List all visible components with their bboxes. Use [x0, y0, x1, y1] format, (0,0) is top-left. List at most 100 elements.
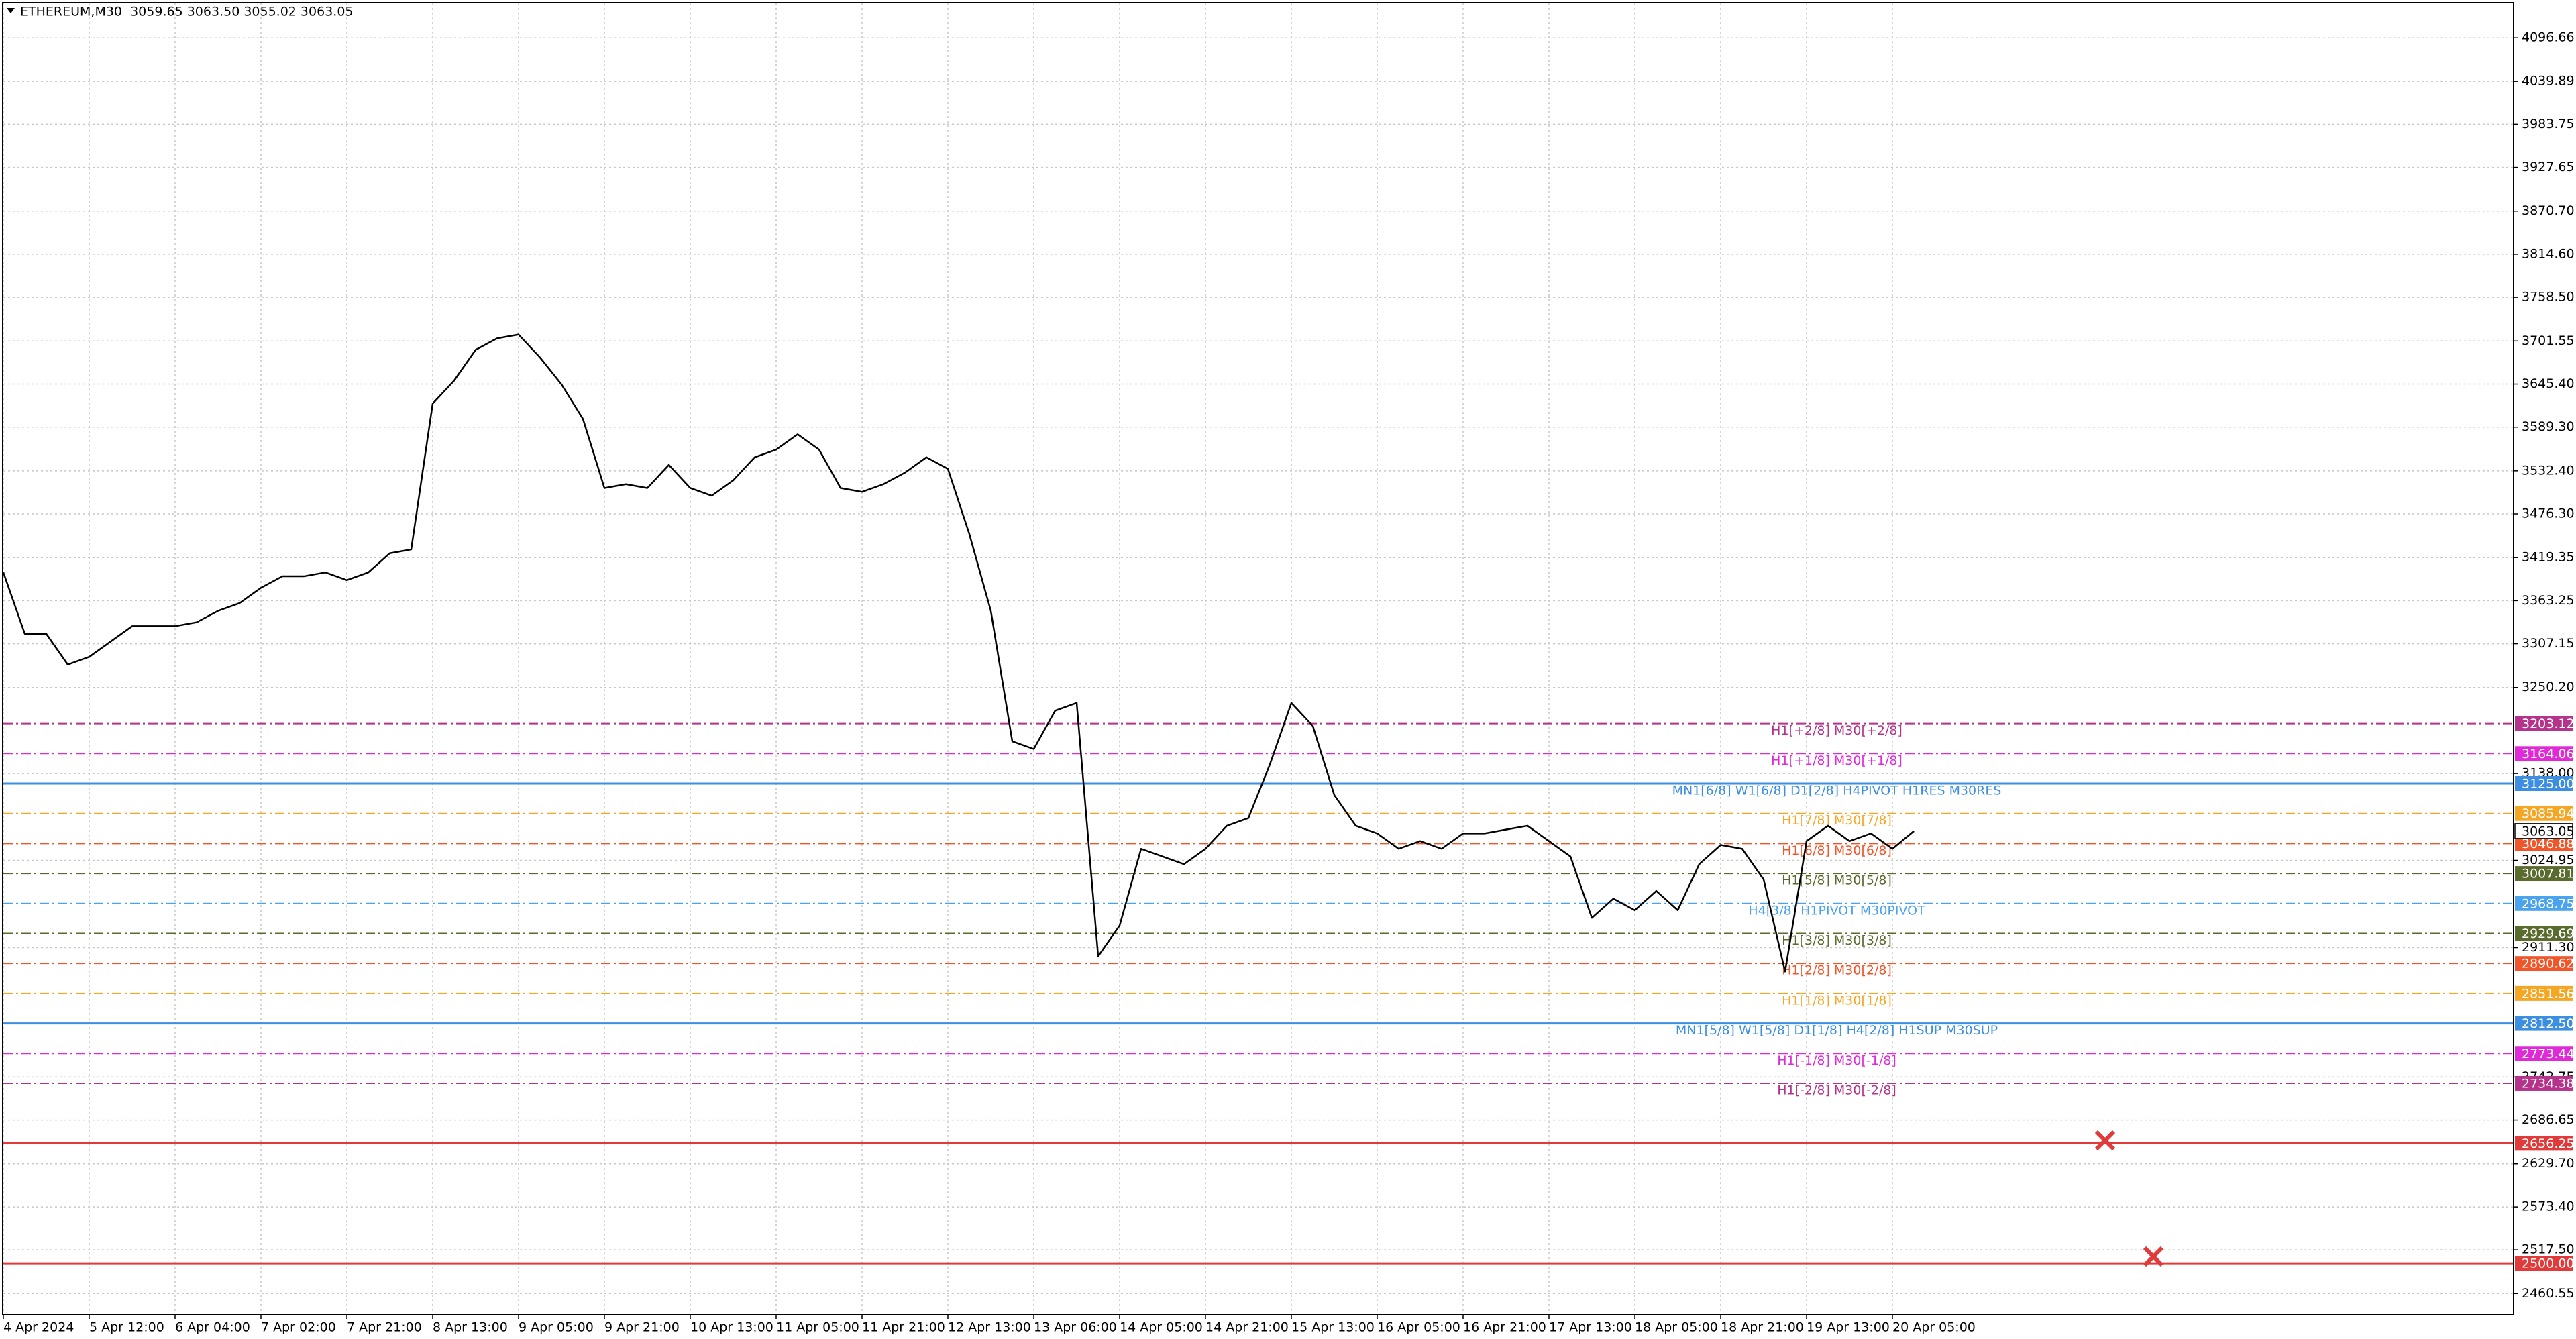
- level-price-box: [2515, 806, 2573, 821]
- y-tick-label: 2460.55: [2522, 1286, 2575, 1301]
- y-tick-label: 3250.20: [2522, 680, 2575, 694]
- y-tick-label: 4096.66: [2522, 30, 2575, 45]
- level-label: H1[+1/8] M30[+1/8]: [1771, 753, 1902, 768]
- level-price-box: [2515, 1075, 2573, 1091]
- chart-header: ETHEREUM,M30 3059.65 3063.50 3055.02 306…: [20, 5, 354, 19]
- x-tick-label: 8 Apr 13:00: [433, 1320, 508, 1335]
- x-tick-label: 16 Apr 05:00: [1377, 1320, 1460, 1335]
- level-price-box: [2515, 775, 2573, 791]
- y-tick-label: 3363.25: [2522, 593, 2575, 608]
- level-price-label: 2656.25: [2522, 1136, 2575, 1151]
- x-tick-label: 5 Apr 12:00: [89, 1320, 164, 1335]
- x-tick-label: 16 Apr 21:00: [1463, 1320, 1546, 1335]
- x-tick-label: 14 Apr 05:00: [1120, 1320, 1203, 1335]
- level-price-box: [2515, 926, 2573, 941]
- level-label: H1[-1/8] M30[-1/8]: [1777, 1053, 1896, 1068]
- x-tick-label: 7 Apr 02:00: [261, 1320, 336, 1335]
- y-tick-label: 3983.75: [2522, 117, 2575, 131]
- y-tick-label: 3024.95: [2522, 853, 2575, 867]
- y-tick-label: 3758.50: [2522, 290, 2575, 305]
- level-label: H1[3/8] M30[3/8]: [1782, 933, 1892, 948]
- current-price-label: 3063.05: [2522, 824, 2575, 839]
- level-price-label: 2812.50: [2522, 1016, 2575, 1031]
- level-label: H1[2/8] M30[2/8]: [1782, 963, 1892, 978]
- level-label: H1[6/8] M30[6/8]: [1782, 843, 1892, 858]
- x-tick-label: 14 Apr 21:00: [1205, 1320, 1289, 1335]
- grid-layer: [3, 3, 2514, 1314]
- time-axis-bg: [0, 1314, 2576, 1339]
- x-tick-label: 11 Apr 05:00: [776, 1320, 859, 1335]
- plot-frame: [2, 2, 2514, 1315]
- y-tick-label: 3476.30: [2522, 506, 2575, 521]
- cross-marker: [2094, 1130, 2116, 1151]
- current-price-box: [2514, 823, 2573, 839]
- x-tick-label: 20 Apr 05:00: [1892, 1320, 1976, 1335]
- y-tick-label: 3927.65: [2522, 160, 2575, 174]
- x-tick-label: 13 Apr 06:00: [1034, 1320, 1117, 1335]
- level-price-label: 2929.69: [2522, 926, 2575, 941]
- markers: [2094, 1130, 2164, 1267]
- level-label: MN1[5/8] W1[5/8] D1[1/8] H4[2/8] H1SUP M…: [1676, 1023, 1998, 1038]
- level-price-box: [2515, 985, 2573, 1001]
- y-tick-label: 3645.40: [2522, 376, 2575, 391]
- level-price-label: 2734.38: [2522, 1076, 2575, 1091]
- level-price-label: 3125.00: [2522, 776, 2575, 791]
- y-tick-label: 3307.15: [2522, 636, 2575, 651]
- level-label: H1[-2/8] M30[-2/8]: [1777, 1083, 1896, 1097]
- level-label: H1[+2/8] M30[+2/8]: [1771, 723, 1902, 738]
- price-layer: [2, 333, 1915, 973]
- y-tick-label: 3870.70: [2522, 203, 2575, 218]
- x-tick-label: 4 Apr 2024: [3, 1320, 74, 1335]
- y-tick-label: 3532.40: [2522, 463, 2575, 478]
- y-tick-label: 2573.40: [2522, 1199, 2575, 1214]
- y-tick-label: 3701.55: [2522, 333, 2575, 348]
- y-tick-label: 2686.65: [2522, 1112, 2575, 1127]
- level-price-box: [2515, 1136, 2573, 1151]
- y-tick-label: 3589.30: [2522, 419, 2575, 434]
- level-price-label: 3046.88: [2522, 837, 2575, 851]
- level-label: H1[5/8] M30[5/8]: [1782, 873, 1892, 888]
- price-line: [2, 333, 1915, 973]
- x-tick-label: 19 Apr 13:00: [1807, 1320, 1890, 1335]
- level-price-label: 2773.44: [2522, 1047, 2575, 1061]
- x-tick-label: 7 Apr 21:00: [347, 1320, 422, 1335]
- cross-marker: [2143, 1246, 2164, 1267]
- x-tick-label: 6 Apr 04:00: [175, 1320, 250, 1335]
- level-price-label: 2500.00: [2522, 1256, 2575, 1271]
- level-label: H1[1/8] M30[1/8]: [1782, 993, 1892, 1008]
- level-price-box: [2515, 956, 2573, 971]
- level-price-box: [2515, 1046, 2573, 1061]
- y-tick-label: 3814.60: [2522, 246, 2575, 261]
- y-tick-label: 3419.35: [2522, 550, 2575, 565]
- collapse-icon[interactable]: [7, 8, 15, 13]
- y-tick-label: 2517.50: [2522, 1242, 2575, 1257]
- x-tick-label: 15 Apr 13:00: [1291, 1320, 1375, 1335]
- x-tick-label: 10 Apr 13:00: [690, 1320, 773, 1335]
- level-price-box: [2515, 746, 2573, 761]
- level-price-label: 3085.94: [2522, 806, 2575, 821]
- y-tick-label: 2629.70: [2522, 1156, 2575, 1171]
- level-price-box: [2515, 1256, 2573, 1271]
- y-tick-label: 2911.30: [2522, 940, 2575, 955]
- level-price-label: 3164.06: [2522, 747, 2575, 761]
- x-tick-label: 17 Apr 13:00: [1549, 1320, 1632, 1335]
- level-price-label: 2851.56: [2522, 986, 2575, 1001]
- level-label: MN1[6/8] W1[6/8] D1[2/8] H4PIVOT H1RES M…: [1672, 783, 2002, 798]
- x-tick-label: 9 Apr 05:00: [519, 1320, 594, 1335]
- level-price-box: [2515, 836, 2573, 851]
- x-tick-label: 18 Apr 21:00: [1721, 1320, 1804, 1335]
- y-tick-label: 4039.89: [2522, 74, 2575, 89]
- level-label: H1[7/8] M30[7/8]: [1782, 813, 1892, 828]
- level-price-box: [2515, 866, 2573, 881]
- levels-layer: H1[+2/8] M30[+2/8] H1[+1/8] M30[+1/8] MN1[…: [3, 722, 2514, 1265]
- x-tick-label: 12 Apr 13:00: [948, 1320, 1031, 1335]
- x-tick-label: 9 Apr 21:00: [604, 1320, 680, 1335]
- level-price-box: [2515, 896, 2573, 911]
- x-tick-label: 18 Apr 05:00: [1635, 1320, 1718, 1335]
- level-price-box: [2515, 1016, 2573, 1031]
- level-price-label: 3007.81: [2522, 867, 2575, 881]
- level-price-label: 2968.75: [2522, 896, 2575, 911]
- level-price-label: 3203.12: [2522, 716, 2575, 731]
